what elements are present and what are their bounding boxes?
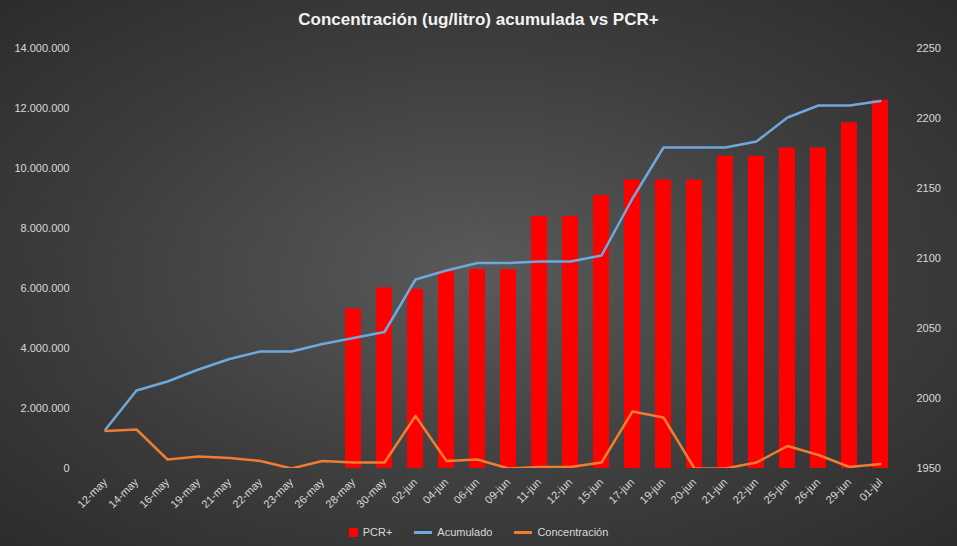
- svg-text:29-jun: 29-jun: [823, 476, 853, 506]
- svg-text:19-jun: 19-jun: [637, 476, 667, 506]
- html-text:Concentración: Concentración: [537, 526, 609, 538]
- svg-text:1950: 1950: [917, 462, 941, 474]
- svg-text:04-jun: 04-jun: [420, 476, 450, 506]
- svg-text:22-jun: 22-jun: [730, 476, 760, 506]
- svg-text:4.000.000: 4.000.000: [21, 342, 70, 354]
- svg-text:12-jun: 12-jun: [544, 476, 574, 506]
- svg-text:06-jun: 06-jun: [451, 476, 481, 506]
- svg-text:21-may: 21-may: [199, 475, 234, 510]
- svg-text:01-jul: 01-jul: [857, 476, 885, 504]
- svg-text:19-may: 19-may: [168, 475, 203, 510]
- svg-text:2050: 2050: [917, 322, 941, 334]
- svg-text:2.000.000: 2.000.000: [21, 402, 70, 414]
- svg-text:30-may: 30-may: [354, 475, 389, 510]
- svg-text:2100: 2100: [917, 252, 941, 264]
- svg-text:20-jun: 20-jun: [668, 476, 698, 506]
- svg-text:22-may: 22-may: [230, 475, 265, 510]
- svg-text:12.000.000: 12.000.000: [14, 102, 69, 114]
- svg-text:21-jun: 21-jun: [699, 476, 729, 506]
- svg-text:10.000.000: 10.000.000: [14, 162, 69, 174]
- html-text:Acumulado: Acumulado: [437, 526, 493, 538]
- svg-text:0: 0: [63, 462, 69, 474]
- html-text:PCR+: PCR+: [362, 526, 393, 538]
- svg-text:2250: 2250: [917, 42, 941, 54]
- svg-text:15-jun: 15-jun: [575, 476, 605, 506]
- svg-text:23-may: 23-may: [261, 475, 296, 510]
- svg-text:09-jun: 09-jun: [482, 476, 512, 506]
- svg-text:8.000.000: 8.000.000: [21, 222, 70, 234]
- svg-text:11-jun: 11-jun: [514, 476, 544, 506]
- svg-text:14.000.000: 14.000.000: [14, 42, 69, 54]
- svg-text:16-may: 16-may: [137, 475, 172, 510]
- svg-text:6.000.000: 6.000.000: [21, 282, 70, 294]
- svg-text:17-jun: 17-jun: [606, 476, 636, 506]
- svg-text:26-may: 26-may: [292, 475, 327, 510]
- svg-text:2150: 2150: [917, 182, 941, 194]
- svg-text:2200: 2200: [917, 112, 941, 124]
- svg-text:26-jun: 26-jun: [792, 476, 822, 506]
- svg-text:12-may: 12-may: [75, 475, 110, 510]
- svg-text:2000: 2000: [917, 392, 941, 404]
- svg-text:25-jun: 25-jun: [761, 476, 791, 506]
- svg-text:28-may: 28-may: [323, 475, 358, 510]
- html-text:Concentración (ug/litro) acumu: Concentración (ug/litro) acumulada vs PC…: [298, 10, 659, 29]
- svg-text:02-jun: 02-jun: [389, 476, 419, 506]
- svg-text:14-may: 14-may: [106, 475, 141, 510]
